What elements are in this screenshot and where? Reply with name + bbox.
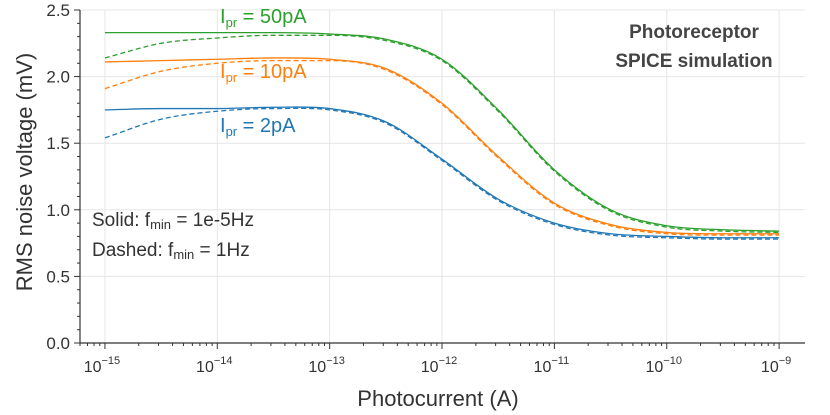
note-dashed-sub: min (173, 247, 194, 262)
x-tick-label: 10−9 (761, 355, 791, 376)
x-tick-base: 10 (534, 359, 552, 376)
y-tick-label: 0.0 (46, 334, 70, 353)
label-ipr-50pa: Ipr = 50pA (220, 6, 307, 30)
series-line-ipr-2pa-fmin-1e-5hz (104, 106, 780, 239)
x-tick-label: 10−12 (421, 355, 457, 376)
x-tick-base: 10 (84, 359, 102, 376)
x-tick-base: 10 (308, 359, 326, 376)
x-tick-base: 10 (646, 359, 664, 376)
note-dashed-pre: Dashed: f (92, 240, 174, 261)
x-tick-base: 10 (196, 359, 214, 376)
note-solid-rest: = 1e-5Hz (171, 210, 254, 231)
label-ipr-10pa-sub: pr (226, 70, 238, 85)
series-layer (104, 31, 780, 240)
label-ipr-2pa: Ipr = 2pA (220, 115, 296, 139)
annotation-title-line1: Photoreceptor (629, 22, 759, 43)
y-ticks: 0.0 0.5 1.0 1.5 2.0 2.5 (46, 1, 80, 353)
x-tick-label: 10−11 (534, 355, 570, 376)
note-dashed-rest: = 1Hz (194, 240, 249, 261)
x-tick-label: 10−15 (84, 355, 120, 376)
x-tick-exponent: −14 (214, 355, 233, 367)
label-ipr-50pa-rest: = 50pA (237, 6, 307, 28)
x-ticks: 10−15 10−14 10−13 10−12 10−11 10−10 10−9 (79, 343, 791, 376)
label-ipr-50pa-i: I (220, 6, 226, 28)
x-tick-exponent: −10 (663, 355, 682, 367)
x-tick-exponent: −13 (326, 355, 345, 367)
y-axis-label: RMS noise voltage (mV) (12, 53, 37, 291)
x-tick-exponent: −12 (439, 355, 458, 367)
x-tick-label: 10−13 (308, 355, 344, 376)
x-tick-label: 10−10 (646, 355, 682, 376)
y-tick-label: 0.5 (46, 267, 70, 286)
x-tick-base: 10 (761, 359, 779, 376)
note-dashed: Dashed: fmin = 1Hz (92, 240, 250, 262)
x-axis-label: Photocurrent (A) (357, 386, 518, 411)
note-solid-sub: min (150, 217, 171, 232)
label-ipr-10pa-i: I (220, 61, 226, 83)
note-solid: Solid: fmin = 1e-5Hz (92, 210, 254, 232)
x-tick-exponent: −11 (551, 355, 569, 367)
y-tick-label: 2.5 (46, 1, 70, 20)
y-tick-label: 2.0 (46, 68, 70, 87)
label-ipr-2pa-i: I (220, 115, 226, 137)
x-tick-exponent: −9 (779, 355, 792, 367)
series-line-ipr-2pa-fmin-1hz (104, 107, 780, 240)
grid (80, 9, 805, 344)
label-ipr-2pa-rest: = 2pA (237, 115, 296, 137)
label-ipr-10pa-rest: = 10pA (237, 61, 307, 83)
series-line-ipr-50pa-fmin-1e-5hz (104, 31, 780, 232)
y-tick-label: 1.0 (46, 201, 70, 220)
x-tick-exponent: −15 (101, 355, 120, 367)
label-ipr-10pa: Ipr = 10pA (220, 61, 307, 85)
annotation-title-line2: SPICE simulation (615, 51, 772, 72)
y-tick-label: 1.5 (46, 134, 70, 153)
series-line-ipr-10pa-fmin-1hz (104, 59, 780, 236)
label-ipr-2pa-sub: pr (226, 124, 238, 139)
label-ipr-50pa-sub: pr (226, 15, 238, 30)
series-line-ipr-10pa-fmin-1e-5hz (104, 57, 780, 235)
x-tick-label: 10−14 (196, 355, 232, 376)
note-solid-pre: Solid: f (92, 210, 151, 231)
series-line-ipr-50pa-fmin-1hz (104, 34, 780, 234)
x-tick-base: 10 (421, 359, 439, 376)
